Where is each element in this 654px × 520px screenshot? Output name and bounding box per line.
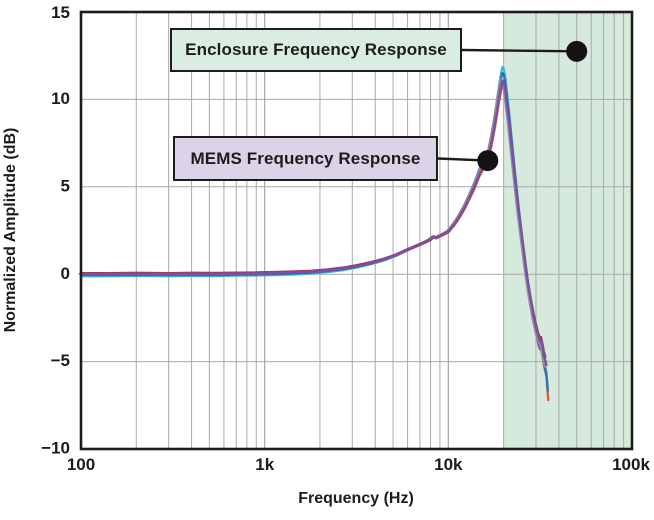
callout-dot: [477, 150, 499, 172]
x-tick-label-1k: 1k: [255, 455, 274, 474]
gridline-layer: [81, 12, 632, 449]
mems-label-text: MEMS Frequency Response: [190, 148, 421, 168]
y-tick-label-neg5: −5: [51, 351, 70, 370]
trace-unit-orange: [79, 84, 550, 402]
enclosure-frequency-response-label: Enclosure Frequency Response: [170, 28, 462, 72]
annotation-connector-layer: [437, 40, 588, 172]
shaded-band-layer: [503, 12, 632, 449]
trace-unit-blue: [79, 71, 549, 393]
trace-unit-purple: [79, 79, 548, 367]
callout-dot: [566, 40, 588, 62]
plot-frame-layer: [79, 10, 634, 451]
y-axis-title: Normalized Amplitude (dB): [2, 128, 19, 333]
x-axis-title: Frequency (Hz): [298, 490, 414, 507]
callout-connector-line: [461, 48, 577, 53]
trace-unit-cyan: [79, 65, 549, 390]
y-tick-label-neg10: −10: [41, 439, 70, 458]
y-tick-label-0: 0: [61, 264, 70, 283]
x-tick-label-100k: 100k: [612, 455, 650, 474]
x-tick-label-10k: 10k: [434, 455, 463, 474]
plot-border: [79, 10, 634, 451]
enclosure-label-text: Enclosure Frequency Response: [185, 40, 447, 59]
y-tick-label-15: 15: [51, 3, 70, 22]
y-tick-label-5: 5: [61, 177, 70, 196]
trace-unit-maroon: [80, 80, 547, 358]
y-tick-label-10: 10: [51, 89, 70, 108]
trace-unit-gray: [78, 78, 547, 368]
curve-layer: [78, 65, 550, 402]
x-tick-label-100: 100: [67, 455, 95, 474]
ultrasonic-shaded-band: [503, 12, 632, 449]
mems-frequency-response-label: MEMS Frequency Response: [173, 136, 438, 181]
